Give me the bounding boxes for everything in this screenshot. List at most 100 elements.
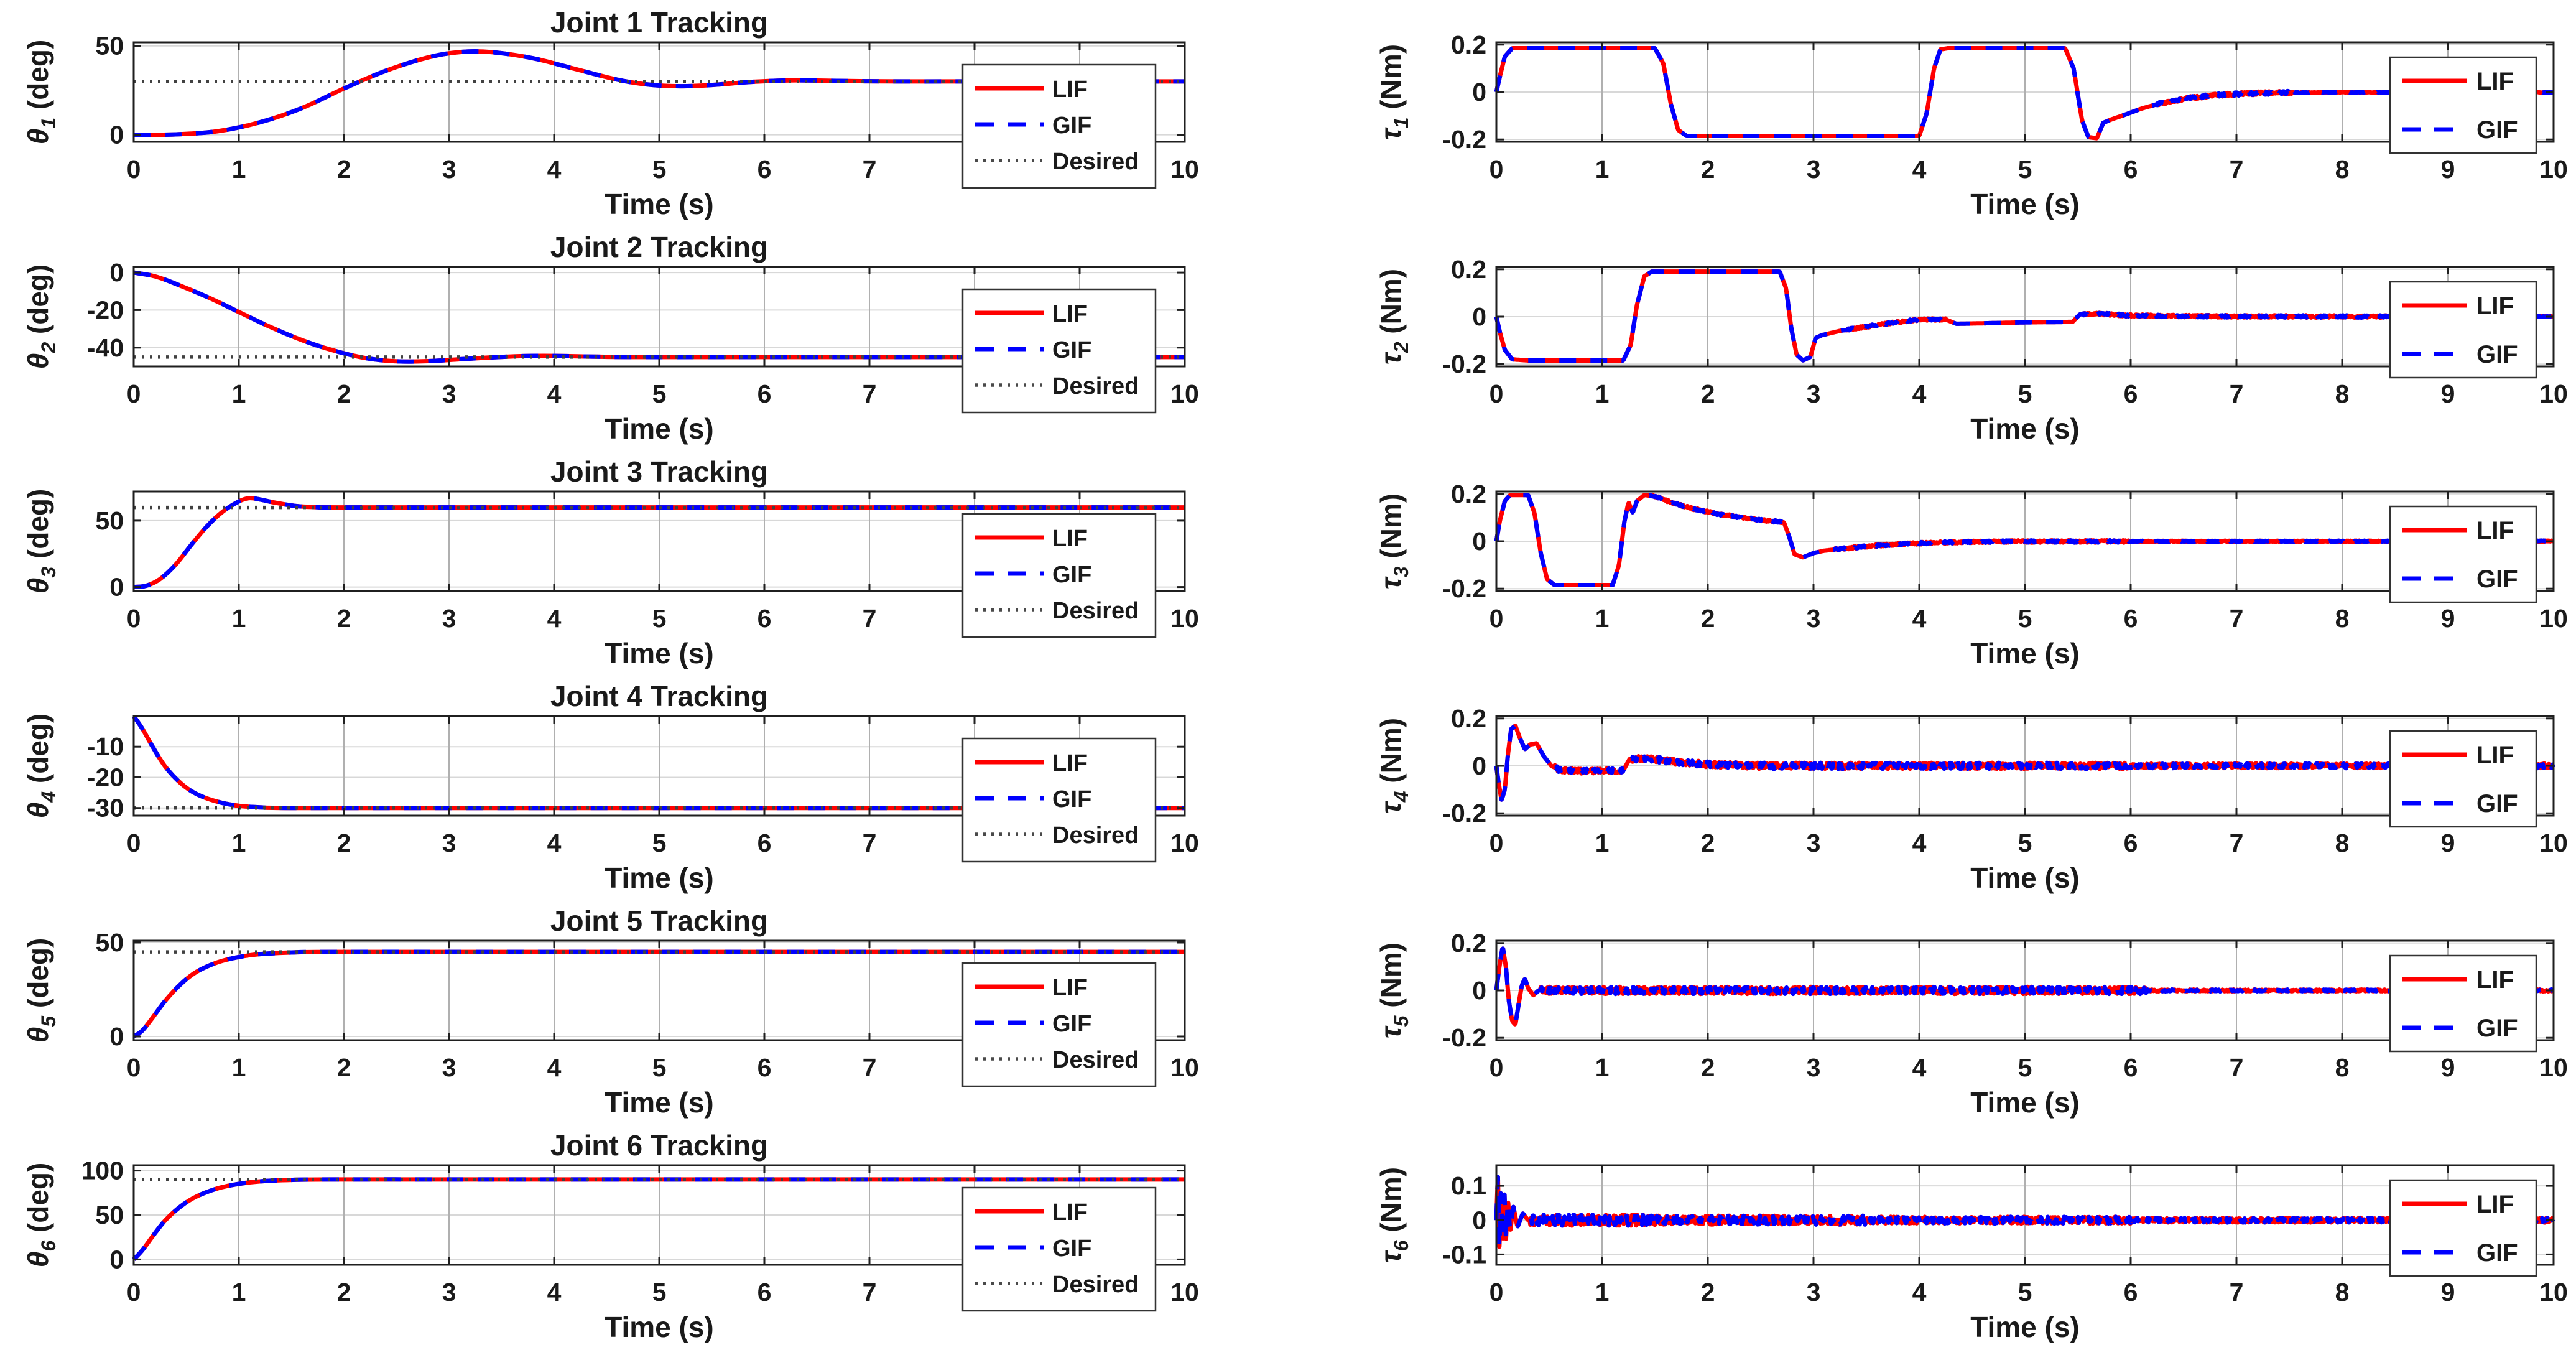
x-tick-label: 7 xyxy=(863,829,877,857)
x-tick-label: 5 xyxy=(2018,829,2032,857)
x-tick-label: 4 xyxy=(547,155,562,184)
x-tick-label: 6 xyxy=(2124,379,2138,408)
y-tick-label: 0 xyxy=(1472,976,1486,1005)
x-tick-label: 5 xyxy=(652,829,667,857)
x-tick-label: 7 xyxy=(2230,1278,2244,1306)
x-tick-label: 5 xyxy=(2018,1053,2032,1082)
x-tick-label: 8 xyxy=(2335,1053,2350,1082)
x-tick-label: 10 xyxy=(1170,1278,1199,1306)
x-axis-label: Time (s) xyxy=(1970,637,2080,669)
x-tick-label: 0 xyxy=(1490,155,1504,184)
x-tick-label: 7 xyxy=(2230,155,2244,184)
x-tick-label: 4 xyxy=(1912,155,1927,184)
legend: LIF GIF Desired xyxy=(961,737,1157,863)
legend-label-gif: GIF xyxy=(2476,116,2518,144)
legend: LIF GIF xyxy=(2389,730,2537,828)
y-tick-label: -10 xyxy=(87,732,124,761)
x-tick-label: 6 xyxy=(2124,604,2138,633)
x-tick-label: 7 xyxy=(863,604,877,633)
x-tick-label: 4 xyxy=(1912,1053,1927,1082)
x-tick-label: 3 xyxy=(1807,604,1821,633)
x-tick-label: 6 xyxy=(758,379,772,408)
x-axis-label: Time (s) xyxy=(605,188,714,220)
legend-label-gif: GIF xyxy=(1052,562,1091,588)
x-tick-label: 2 xyxy=(1701,1053,1715,1082)
y-tick-label: 100 xyxy=(81,1157,124,1185)
subplot-title: Joint 2 Tracking xyxy=(550,231,768,263)
y-tick-label: -0.2 xyxy=(1442,125,1486,154)
x-axis-label: Time (s) xyxy=(605,1086,714,1119)
legend-label-lif: LIF xyxy=(2476,966,2514,994)
legend-label-gif: GIF xyxy=(2476,1239,2518,1267)
legend: LIF GIF xyxy=(2389,954,2537,1053)
y-axis-label: τ1 (Nm) xyxy=(1374,44,1412,140)
x-tick-label: 1 xyxy=(1595,379,1610,408)
legend: LIF GIF xyxy=(2389,505,2537,603)
x-tick-label: 6 xyxy=(2124,1278,2138,1306)
legend-box xyxy=(961,1186,1157,1312)
y-tick-label: 0 xyxy=(1472,527,1486,556)
legend-box xyxy=(961,63,1157,189)
x-tick-label: 10 xyxy=(1170,379,1199,408)
legend-label-lif: LIF xyxy=(2476,742,2514,769)
x-tick-label: 3 xyxy=(1807,1278,1821,1306)
gif-series-line xyxy=(1494,946,2555,1027)
x-tick-label: 4 xyxy=(1912,379,1927,408)
legend-label-desired: Desired xyxy=(1052,373,1139,399)
legend-box xyxy=(961,513,1157,638)
x-axis-label: Time (s) xyxy=(605,1311,714,1343)
x-tick-label: 3 xyxy=(442,829,456,857)
x-tick-label: 1 xyxy=(232,1053,246,1082)
gif-series-line xyxy=(1494,493,2555,587)
x-tick-label: 7 xyxy=(863,1278,877,1306)
x-tick-label: 0 xyxy=(127,829,141,857)
x-tick-label: 9 xyxy=(2441,155,2455,184)
y-axis-label: τ2 (Nm) xyxy=(1374,269,1412,365)
legend-label-gif: GIF xyxy=(2476,1015,2518,1042)
x-tick-label: 5 xyxy=(652,1053,667,1082)
legend-box xyxy=(961,962,1157,1087)
gif-series-line xyxy=(133,496,1185,590)
y-tick-label: 0 xyxy=(109,121,124,149)
legend-box xyxy=(2389,505,2537,603)
y-tick-label: -0.1 xyxy=(1442,1240,1486,1269)
x-tick-label: 4 xyxy=(547,1278,562,1306)
legend: LIF GIF Desired xyxy=(961,1186,1157,1312)
x-tick-label: 7 xyxy=(2230,1053,2244,1082)
y-tick-label: 0 xyxy=(1472,302,1486,331)
legend-box xyxy=(961,737,1157,863)
legend-label-lif: LIF xyxy=(2476,292,2514,320)
x-tick-label: 2 xyxy=(337,1053,351,1082)
y-tick-label: 0.2 xyxy=(1451,929,1486,957)
legend-label-lif: LIF xyxy=(1052,77,1088,103)
x-tick-label: 10 xyxy=(1170,155,1199,184)
x-tick-label: 8 xyxy=(2335,829,2350,857)
x-axis-label: Time (s) xyxy=(1970,412,2080,445)
x-tick-label: 0 xyxy=(1490,379,1504,408)
legend: LIF GIF xyxy=(2389,1179,2537,1277)
x-tick-label: 1 xyxy=(1595,155,1610,184)
y-axis-label: θ5 (deg) xyxy=(22,938,60,1043)
y-tick-label: 0 xyxy=(109,258,124,287)
x-tick-label: 2 xyxy=(337,379,351,408)
y-tick-label: 0.1 xyxy=(1451,1171,1486,1200)
legend: LIF GIF xyxy=(2389,56,2537,154)
subplot-title: Joint 5 Tracking xyxy=(550,905,768,937)
x-tick-label: 4 xyxy=(547,1053,562,1082)
legend: LIF GIF xyxy=(2389,281,2537,379)
x-tick-label: 2 xyxy=(1701,604,1715,633)
x-tick-label: 3 xyxy=(442,379,456,408)
y-axis-label: τ5 (Nm) xyxy=(1374,943,1412,1038)
x-tick-label: 10 xyxy=(2539,155,2568,184)
x-tick-label: 0 xyxy=(127,379,141,408)
x-tick-label: 4 xyxy=(547,604,562,633)
x-tick-label: 9 xyxy=(2441,1278,2455,1306)
x-tick-label: 9 xyxy=(2441,604,2455,633)
y-axis-label: θ4 (deg) xyxy=(22,714,60,819)
